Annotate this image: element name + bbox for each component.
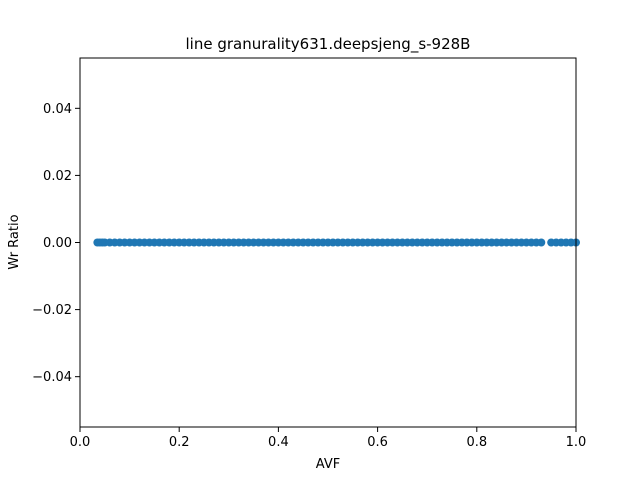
plot-frame xyxy=(79,57,577,428)
y-axis-label: Wr Ratio xyxy=(7,214,22,269)
y-tick-label: 0.04 xyxy=(43,102,72,117)
x-tick-label: 0.0 xyxy=(70,435,91,450)
x-tick-label: 0.8 xyxy=(466,435,487,450)
y-tick-label: −0.02 xyxy=(32,303,72,318)
ticks-layer: 0.0 0.2 0.4 0.6 0.8 1.0 −0.04 −0.02 0.00 0.02 0.04 xyxy=(32,102,586,450)
y-tick-label: 0.02 xyxy=(43,169,72,184)
x-axis-label: AVF xyxy=(316,457,340,472)
x-tick-label: 0.4 xyxy=(268,435,289,450)
points-layer xyxy=(93,238,580,247)
y-tick-label: −0.04 xyxy=(32,370,72,385)
x-tick-label: 0.2 xyxy=(169,435,190,450)
x-tick-label: 1.0 xyxy=(566,435,587,450)
x-tick-label: 0.6 xyxy=(367,435,388,450)
data-point xyxy=(537,238,546,247)
y-tick-label: 0.00 xyxy=(43,236,72,251)
chart-title: line granurality631.deepsjeng_s-928B xyxy=(186,35,471,54)
